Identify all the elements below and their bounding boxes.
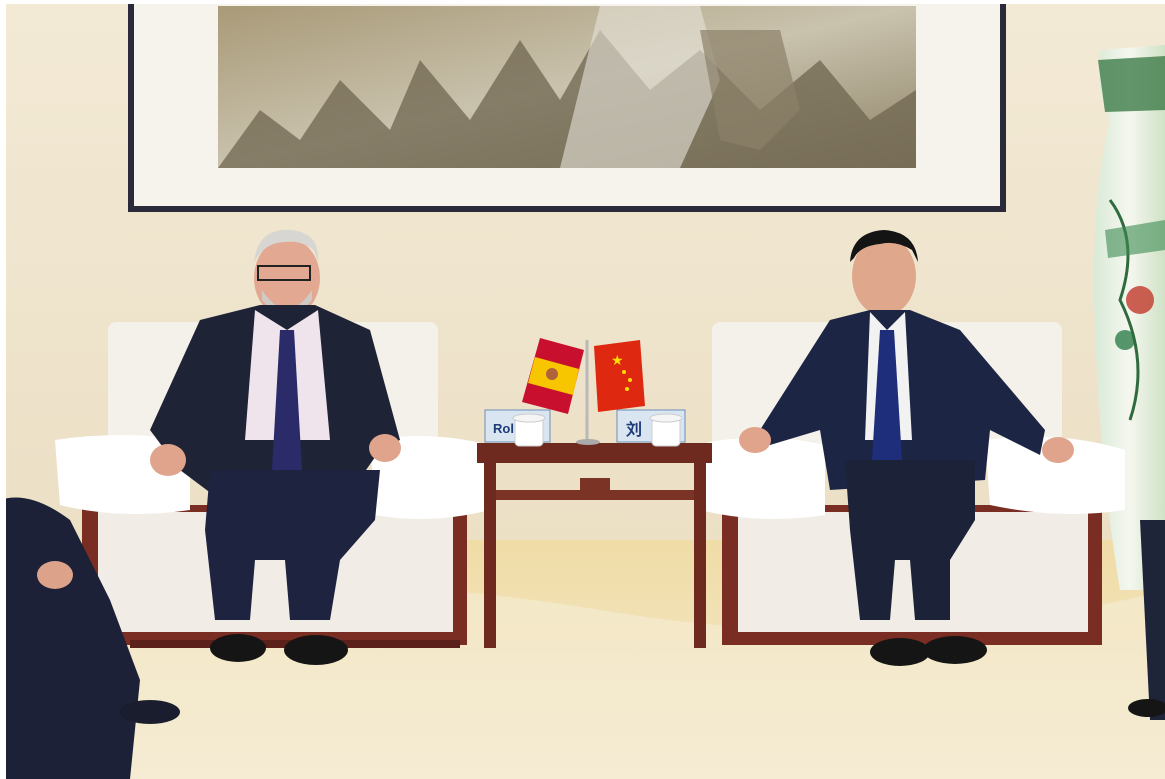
nameplate-right-text: 刘 xyxy=(626,420,642,439)
foreground-person-left xyxy=(0,497,180,779)
side-table xyxy=(477,443,712,648)
person-right xyxy=(739,230,1074,666)
foreground-person-right xyxy=(1128,520,1165,720)
landscape-painting xyxy=(128,4,1006,212)
teacup-left xyxy=(512,413,546,447)
china-flag: ★ xyxy=(594,340,645,412)
svg-text:★: ★ xyxy=(611,353,624,369)
person-left xyxy=(150,229,401,665)
flag-stand xyxy=(576,340,600,445)
teacup-right xyxy=(649,413,683,447)
spain-flag xyxy=(522,338,584,414)
